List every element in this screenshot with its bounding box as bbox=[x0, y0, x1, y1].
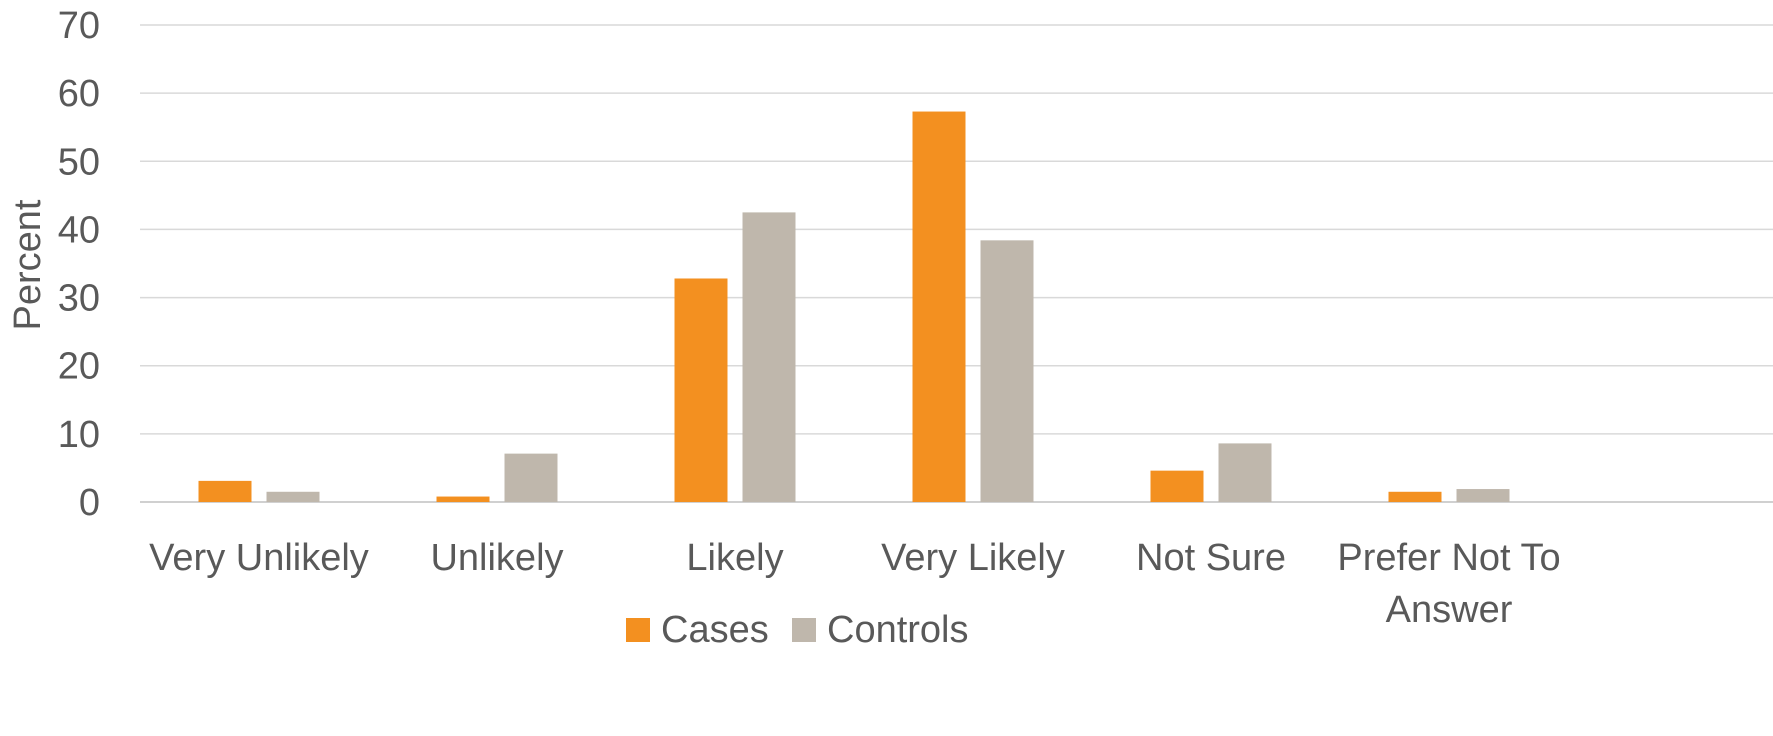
x-category-label-line: Very Unlikely bbox=[149, 537, 369, 579]
bar-cases bbox=[1389, 492, 1442, 502]
y-tick-label: 40 bbox=[58, 209, 100, 251]
legend-label-controls: Controls bbox=[827, 609, 969, 651]
bar-cases bbox=[675, 278, 728, 502]
bar-cases bbox=[199, 481, 252, 502]
x-category-label-line: Likely bbox=[686, 537, 783, 579]
x-category-label-line: Prefer Not To bbox=[1337, 537, 1560, 579]
y-tick-label: 50 bbox=[58, 141, 100, 183]
bar-controls bbox=[1457, 489, 1510, 502]
x-category-label: Prefer Not To Answer bbox=[1337, 537, 1560, 631]
x-category-label-line: Not Sure bbox=[1136, 537, 1286, 579]
bar-cases bbox=[1151, 471, 1204, 502]
y-tick-label: 60 bbox=[58, 73, 100, 115]
y-tick-label: 20 bbox=[58, 346, 100, 388]
legend: Cases Controls bbox=[626, 609, 969, 651]
x-category-label-line: Very Likely bbox=[881, 537, 1065, 579]
y-axis-ticks: 0 10 20 30 40 50 60 70 bbox=[58, 5, 100, 524]
x-category-label-line: Unlikely bbox=[430, 537, 563, 579]
y-tick-label: 30 bbox=[58, 278, 100, 320]
legend-swatch-cases bbox=[626, 618, 650, 642]
y-axis-title: Percent bbox=[7, 199, 49, 330]
x-category-label: Likely bbox=[686, 537, 783, 579]
y-tick-label: 70 bbox=[58, 5, 100, 47]
y-tick-label: 0 bbox=[79, 482, 100, 524]
bar-cases bbox=[913, 112, 966, 502]
bar-controls bbox=[267, 492, 320, 502]
bar-controls bbox=[505, 454, 558, 502]
x-category-label: Not Sure bbox=[1136, 537, 1286, 579]
bar-controls bbox=[743, 212, 796, 502]
y-tick-label: 10 bbox=[58, 414, 100, 456]
x-category-label: Very Likely bbox=[881, 537, 1065, 579]
x-category-label: Very Unlikely bbox=[149, 537, 369, 579]
x-category-label: Unlikely bbox=[430, 537, 563, 579]
bars bbox=[199, 112, 1510, 502]
bar-controls bbox=[1219, 443, 1272, 502]
x-category-label-line: Answer bbox=[1386, 589, 1513, 631]
bar-cases bbox=[437, 497, 490, 502]
legend-label-cases: Cases bbox=[661, 609, 769, 651]
legend-swatch-controls bbox=[792, 618, 816, 642]
bar-controls bbox=[981, 240, 1034, 502]
